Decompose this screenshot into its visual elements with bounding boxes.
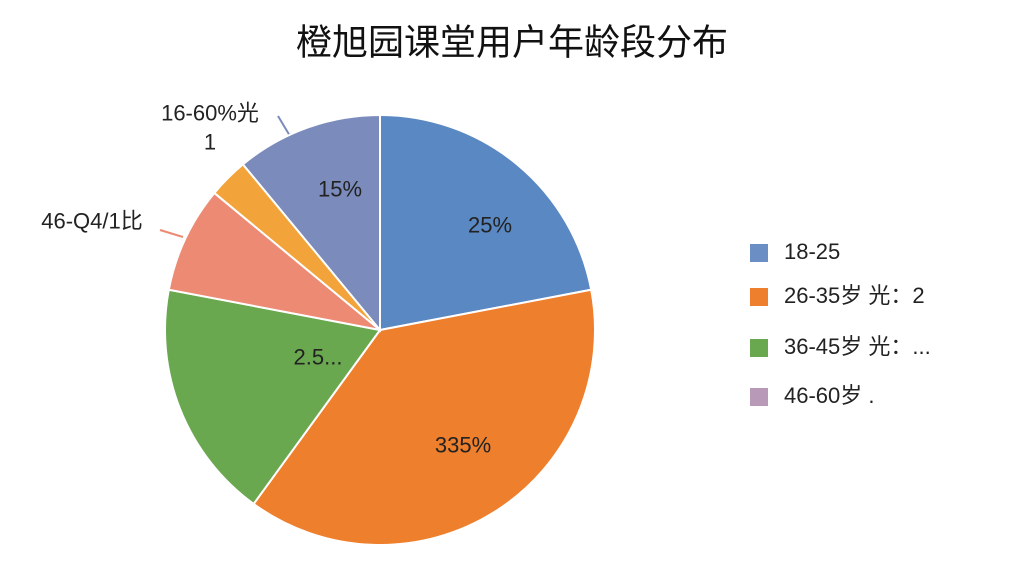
slice-label: 46-Q4/1比 [41, 208, 143, 234]
legend-swatch [750, 388, 768, 406]
leader-line [277, 115, 291, 137]
legend-label: 46-60岁 . [784, 383, 875, 408]
pie-slice [252, 288, 596, 546]
slice-label: 16-60%光 1 [161, 100, 259, 154]
pie-slice [379, 113, 593, 332]
slice-label: 15% [317, 176, 363, 202]
slice-label: 25% [467, 212, 513, 238]
legend-label: 36-45岁 光：... [784, 334, 931, 359]
chart-title: 橙旭园课堂用户年龄段分布 [296, 22, 728, 63]
slice-label: 335% [434, 432, 492, 458]
slice-label: 2.5... [293, 344, 343, 370]
legend-swatch [750, 244, 768, 262]
pie-slice [164, 288, 382, 506]
legend-label: 26-35岁 光：2 [784, 283, 925, 308]
legend-swatch [750, 339, 768, 357]
legend-label: 18-25 [784, 239, 840, 264]
pie-slice [167, 191, 381, 331]
leader-line [159, 229, 184, 238]
pie-slice [241, 113, 381, 333]
legend-swatch [750, 288, 768, 306]
